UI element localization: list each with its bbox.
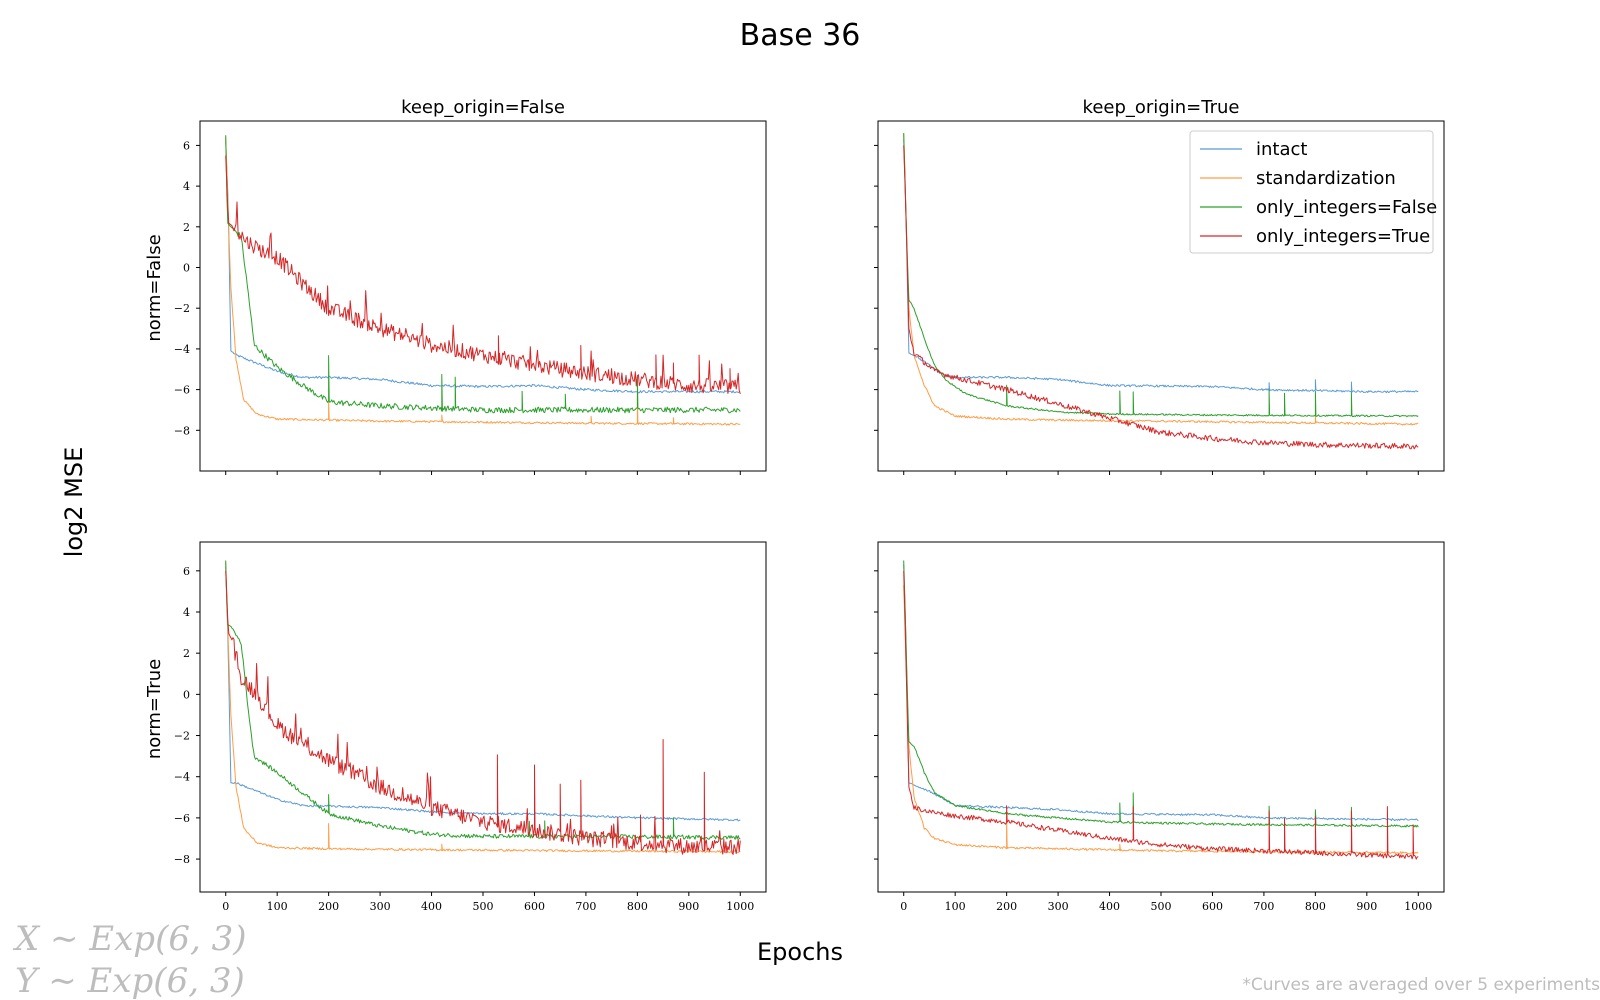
legend-label: only_integers=True [1256,226,1430,247]
distribution-x: X ∼ Exp(6, 3) [12,919,246,959]
series-line-only_integers=False [903,133,1419,418]
series-line-only_integers=False [225,135,741,414]
row-label: norm=True [144,659,165,759]
x-tick-label: 0 [900,900,907,913]
x-tick-label: 600 [1202,900,1223,913]
y-tick-label: −4 [174,771,190,784]
subplot-1: −8 −6 −4 −2 0 2 4 6 keep_origin=False norm=False [144,97,767,475]
y-tick-label: −8 [174,853,190,866]
legend: intact standardization only_integers=False… [1189,130,1437,254]
series-line-only_integers=True [903,145,1419,450]
plot-area [225,135,741,426]
y-tick-label: −6 [174,812,190,825]
x-tick-label: 100 [267,900,288,913]
y-tick-label: 0 [183,262,190,275]
series-line-only_integers=True [903,570,1419,860]
x-tick-label: 400 [421,900,442,913]
x-tick-label: 0 [222,900,229,913]
panels: −8 −6 −4 −2 0 2 4 6 keep_origin=False norm=False k… [144,97,1445,913]
y-tick-label: −2 [174,730,190,743]
footnote: *Curves are averaged over 5 experiments [1242,975,1600,995]
series-line-standardization [903,133,1419,426]
x-tick-label: 200 [318,900,339,913]
series-line-intact [903,139,1419,394]
subplot-title: keep_origin=True [1083,97,1240,118]
x-tick-label: 700 [575,900,596,913]
y-tick-label: 0 [183,688,190,701]
legend-label: intact [1256,139,1307,160]
y-tick-label: 6 [183,565,190,578]
y-tick-label: 6 [183,139,190,152]
x-tick-label: 100 [945,900,966,913]
series-line-standardization [225,562,741,854]
y-tick-label: 2 [183,221,190,234]
y-tick-label: 4 [183,180,190,193]
row-label: norm=False [144,234,165,341]
y-tick-label: −8 [174,424,190,437]
legend-label: standardization [1256,168,1396,189]
series-line-only_integers=True [225,570,741,855]
x-tick-label: 500 [473,900,494,913]
series-line-intact [225,141,741,394]
subplot-title: keep_origin=False [401,97,565,118]
y-tick-label: 4 [183,606,190,619]
x-tick-label: 800 [1305,900,1326,913]
x-tick-label: 1000 [1404,900,1432,913]
y-tick-label: −6 [174,384,190,397]
y-tick-label: −4 [174,343,190,356]
x-tick-label: 600 [524,900,545,913]
distribution-y: Y ∼ Exp(6, 3) [15,961,245,1000]
series-line-only_integers=False [903,560,1419,828]
series-line-only_integers=True [225,155,741,395]
y-tick-label: 2 [183,647,190,660]
subplot-2: keep_origin=True [874,97,1445,475]
x-axis-label: Epochs [757,938,843,966]
series-line-standardization [903,585,1419,855]
axes-frame [877,541,1445,893]
subplot-3: −8 −6 −4 −2 0 2 4 6 0 100 200 300 400 500 600 700 800 900… [144,541,767,913]
x-tick-label: 500 [1151,900,1172,913]
plot-area [903,560,1419,860]
legend-box [1189,130,1434,254]
x-tick-label: 900 [678,900,699,913]
x-tick-label: 900 [1356,900,1377,913]
y-axis-label: log2 MSE [60,447,88,558]
x-tick-label: 400 [1099,900,1120,913]
series-line-standardization [225,137,741,426]
subplot-4: 0 100 200 300 400 500 600 700 800 900 1000 [874,541,1445,913]
x-tick-label: 700 [1253,900,1274,913]
x-tick-label: 300 [1048,900,1069,913]
plot-area [225,560,741,855]
y-tick-label: −2 [174,302,190,315]
legend-label: only_integers=False [1256,197,1437,218]
x-tick-label: 300 [370,900,391,913]
x-tick-label: 800 [627,900,648,913]
plot-area [903,133,1419,450]
x-tick-label: 200 [996,900,1017,913]
figure-title: Base 36 [740,18,861,53]
series-line-intact [903,564,1419,822]
x-tick-label: 1000 [726,900,754,913]
